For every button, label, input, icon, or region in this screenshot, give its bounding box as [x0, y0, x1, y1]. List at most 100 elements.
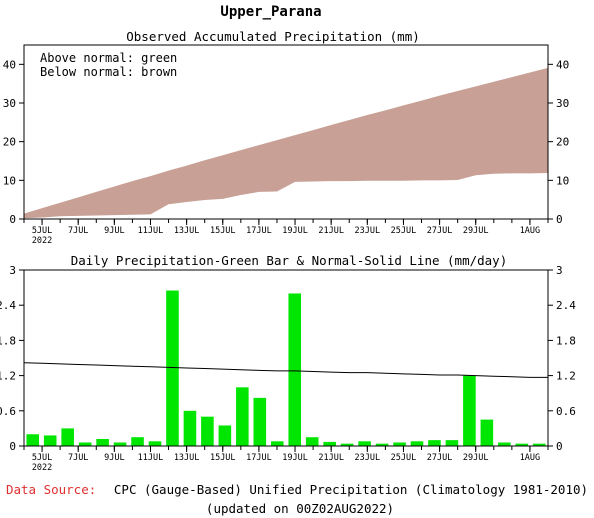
y-tick-label-right: 1.2	[556, 370, 576, 383]
x-tick-label: 29JUL	[463, 226, 489, 236]
x-tick-label: 7JUL	[68, 226, 88, 236]
data-source-text: CPC (Gauge-Based) Unified Precipitation …	[114, 482, 588, 497]
daily-bar	[61, 428, 74, 446]
y-tick-label-right: 1.8	[556, 334, 576, 347]
legend-note-below: Below normal: brown	[40, 65, 177, 79]
x-tick-label: 27JUL	[427, 226, 453, 236]
x-tick-label: 7JUL	[68, 453, 88, 463]
x-tick-label: 19JUL	[282, 226, 308, 236]
updated-text: (updated on 00Z02AUG2022)	[206, 501, 394, 516]
x-tick-label: 1AUG	[520, 453, 540, 463]
y-tick-label-right: 30	[556, 97, 569, 110]
data-source-line: Data Source: CPC (Gauge-Based) Unified P…	[6, 479, 588, 498]
y-tick-label-left: 1.8	[0, 334, 16, 347]
daily-bar	[498, 442, 511, 446]
y-tick-label-right: 0	[556, 440, 563, 453]
x-tick-label: 11JUL	[138, 226, 164, 236]
y-tick-label-right: 3	[556, 264, 563, 277]
x-tick-label: 19JUL	[282, 453, 308, 463]
x-tick-label: 13JUL	[174, 453, 200, 463]
x-tick-label: 9JUL	[104, 226, 124, 236]
daily-bar	[201, 416, 214, 446]
x-tick-label: 25JUL	[391, 453, 417, 463]
daily-bar	[445, 440, 459, 446]
normal-daily-line	[23, 362, 548, 378]
daily-bar	[253, 397, 267, 446]
x-tick-label: 21JUL	[318, 453, 344, 463]
y-tick-label-right: 10	[556, 174, 569, 187]
daily-bar	[148, 441, 162, 446]
daily-bar	[480, 419, 494, 446]
y-tick-label-left: 3	[9, 264, 16, 277]
daily-bar	[515, 443, 529, 446]
y-tick-label-left: 0	[9, 213, 16, 226]
top-panel-title: Observed Accumulated Precipitation (mm)	[126, 29, 420, 44]
daily-bar	[463, 375, 476, 446]
y-tick-label-right: 20	[556, 136, 569, 149]
daily-bar	[96, 438, 109, 446]
daily-bar	[323, 441, 336, 446]
x-tick-label: 1AUG	[520, 226, 540, 236]
x-tick-label: 9JUL	[104, 453, 124, 463]
plot-frame	[23, 269, 549, 447]
daily-bar	[288, 293, 302, 446]
top-panel-axes: 0 0 10 10 20 20 30 30 40 40 5JUL 7JUL 9JUL 11JUL 13JUL…	[3, 44, 569, 246]
data-source-label: Data Source:	[6, 482, 96, 497]
chart-title: Upper_Parana	[220, 4, 321, 20]
y-tick-label-right: 2.4	[556, 299, 576, 312]
y-tick-label-left: 40	[3, 58, 16, 71]
daily-bar	[532, 443, 546, 446]
y-tick-label-left: 20	[3, 136, 16, 149]
y-tick-label-left: 1.2	[0, 370, 16, 383]
daily-bar	[236, 387, 249, 446]
y-tick-label-right: 0.6	[556, 405, 576, 418]
y-tick-label-left: 2.4	[0, 299, 16, 312]
y-tick-label-left: 0	[9, 440, 16, 453]
daily-bar	[393, 442, 406, 446]
bottom-panel-axes: 0 0 0.6 0.6 1.2 1.2 1.8 1.8 2.4 2.4 3 3 5JUL 7JUL 9JUL…	[0, 264, 576, 473]
daily-bar	[43, 435, 57, 446]
daily-bar	[340, 443, 354, 446]
plot-frame	[23, 44, 549, 220]
x-tick-label: 5JUL	[32, 226, 52, 236]
daily-bar	[410, 441, 424, 446]
x-tick-label: 25JUL	[391, 226, 417, 236]
daily-bar	[78, 442, 92, 446]
observed-accumulated-area	[24, 172, 548, 219]
daily-bar	[113, 442, 127, 446]
daily-bar	[428, 440, 441, 446]
daily-bar	[305, 437, 319, 446]
normal-line-layer	[23, 362, 548, 378]
daily-bars-layer	[26, 290, 546, 446]
y-tick-label-left: 10	[3, 174, 16, 187]
accumulated-area-layer	[24, 67, 548, 220]
legend-note-above: Above normal: green	[40, 51, 177, 65]
daily-bar	[183, 410, 197, 446]
y-tick-label-right: 0	[556, 213, 563, 226]
bottom-panel-title: Daily Precipitation-Green Bar & Normal-S…	[71, 253, 508, 268]
x-tick-label: 27JUL	[427, 453, 453, 463]
daily-bar	[218, 425, 232, 446]
daily-bar	[270, 441, 284, 446]
x-tick-label: 11JUL	[138, 453, 164, 463]
y-tick-label-left: 30	[3, 97, 16, 110]
x-tick-label: 23JUL	[355, 453, 381, 463]
daily-bar	[131, 437, 144, 446]
x-year-label: 2022	[32, 236, 52, 246]
x-tick-label: 15JUL	[210, 226, 236, 236]
x-tick-label: 17JUL	[246, 226, 272, 236]
y-tick-label-right: 40	[556, 58, 569, 71]
x-tick-label: 21JUL	[318, 226, 344, 236]
daily-bar	[166, 290, 179, 446]
x-tick-label: 13JUL	[174, 226, 200, 236]
x-tick-label: 17JUL	[246, 453, 272, 463]
daily-bar	[358, 441, 371, 446]
x-tick-label: 23JUL	[355, 226, 381, 236]
x-tick-label: 15JUL	[210, 453, 236, 463]
x-tick-label: 29JUL	[463, 453, 489, 463]
x-tick-label: 5JUL	[32, 453, 52, 463]
daily-bar	[26, 434, 40, 446]
y-tick-label-left: 0.6	[0, 405, 16, 418]
x-year-label: 2022	[32, 463, 52, 473]
